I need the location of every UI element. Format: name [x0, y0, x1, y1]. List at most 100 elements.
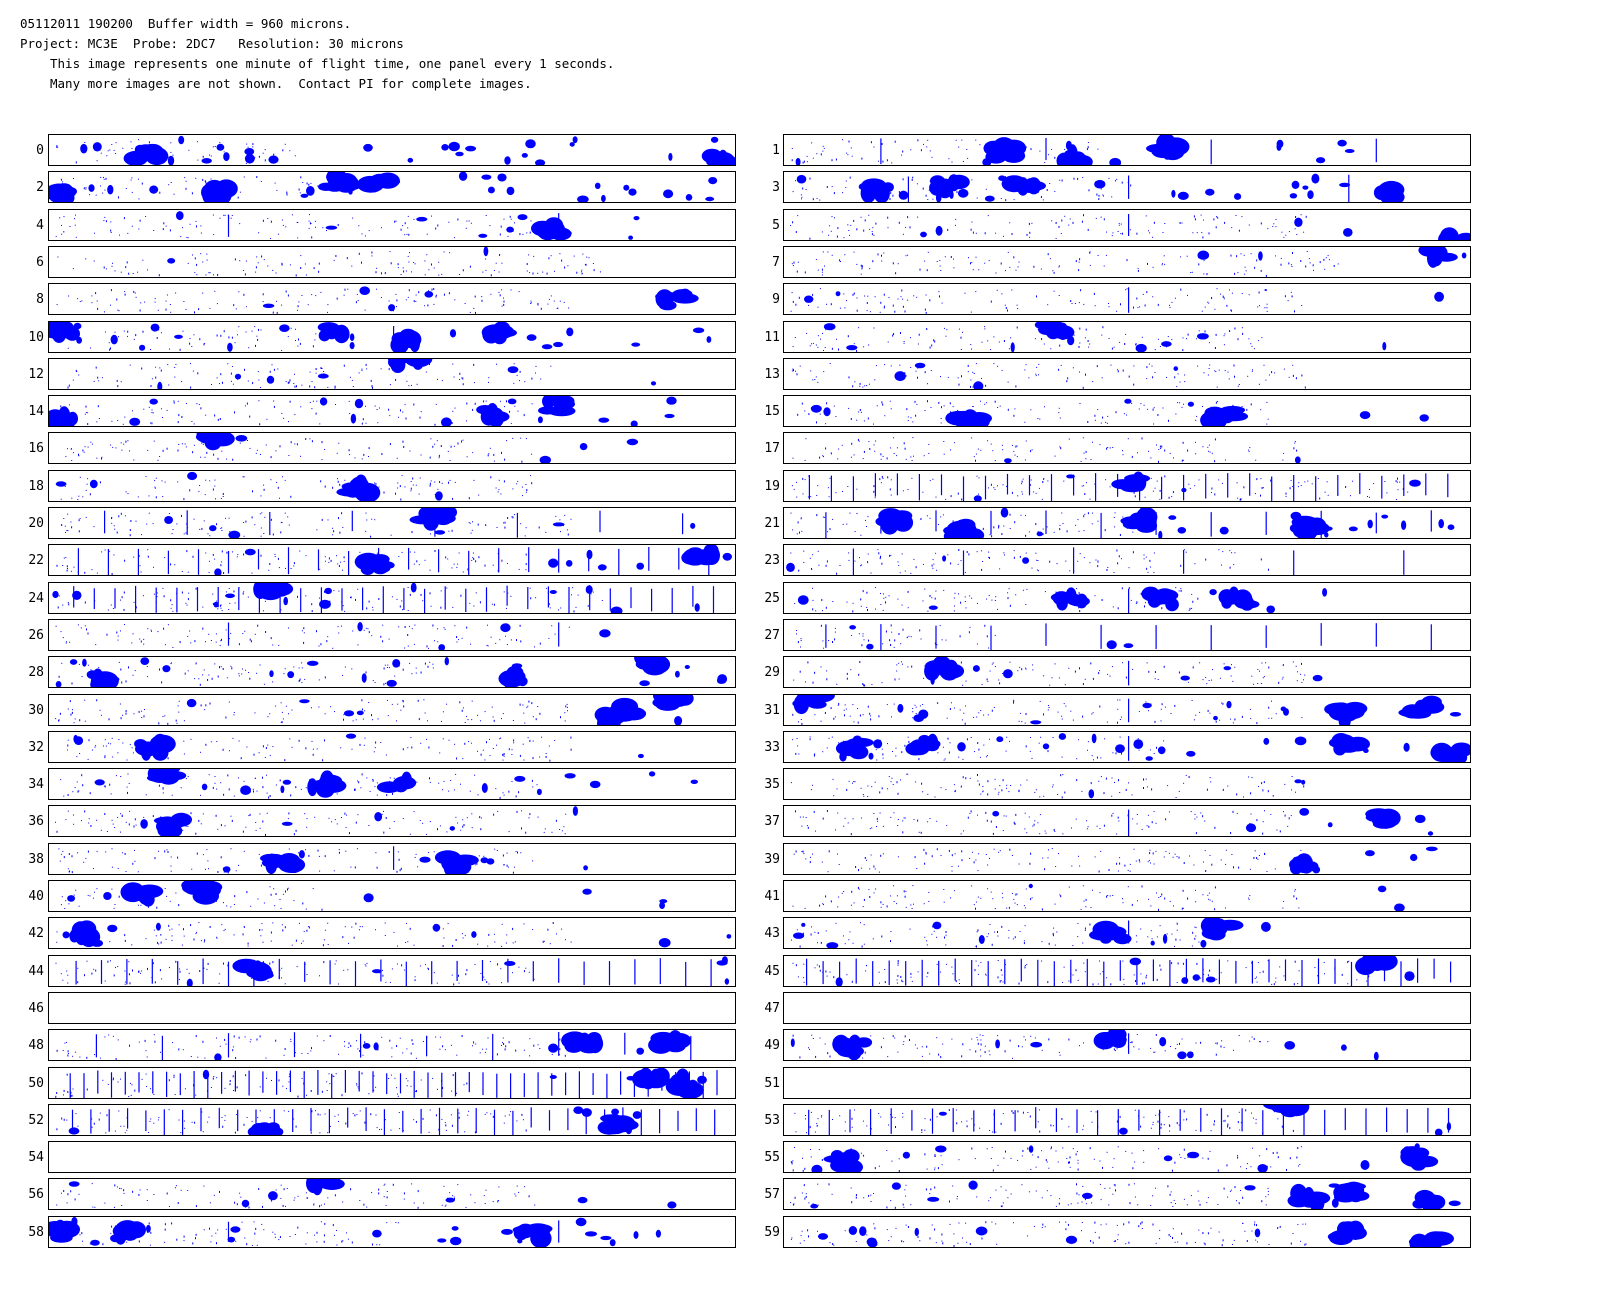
- particle-dot: [343, 556, 345, 559]
- particle-dot: [114, 331, 116, 333]
- particle-dot: [355, 301, 357, 304]
- particle-dot: [1097, 520, 1099, 522]
- particle-dot: [368, 447, 370, 450]
- panel-label: 9: [772, 292, 780, 308]
- particle-dot: [531, 403, 533, 405]
- particle-dot: [1144, 496, 1146, 498]
- particle-dot: [55, 235, 57, 237]
- particle-dot: [886, 457, 888, 460]
- particle-dot: [341, 512, 343, 515]
- particle-dot: [81, 774, 83, 777]
- particle-dot: [440, 720, 442, 722]
- particle-dot: [1021, 720, 1023, 722]
- particle-blob: [481, 174, 492, 180]
- particle-dot: [170, 563, 172, 566]
- particle-dot: [402, 747, 404, 750]
- particle-dot: [157, 309, 159, 311]
- particle-dot: [1052, 270, 1054, 272]
- particle-dot: [263, 683, 265, 685]
- particle-dot: [821, 598, 823, 601]
- particle-cluster: [1154, 587, 1176, 604]
- particle-streak: [1045, 623, 1047, 646]
- particle-dot: [1229, 329, 1231, 332]
- particle-dot: [943, 441, 945, 443]
- particle-dot: [900, 643, 902, 645]
- particle-dot: [202, 444, 204, 446]
- particle-dot: [203, 520, 205, 522]
- particle-dot: [928, 190, 930, 192]
- particle-dot: [293, 666, 295, 668]
- particle-dot: [272, 269, 274, 271]
- particle-dot: [489, 224, 491, 226]
- particle-dot: [878, 714, 880, 717]
- particle-dot: [1282, 676, 1284, 678]
- particle-dot: [863, 639, 865, 641]
- particle-dot: [365, 363, 367, 366]
- particle-dot: [61, 524, 63, 526]
- particle-dot: [862, 635, 864, 637]
- particle-dot: [924, 665, 926, 667]
- particle-dot: [96, 300, 98, 302]
- particle-dot: [936, 570, 938, 572]
- particle-dot: [326, 639, 328, 642]
- particle-dot: [564, 514, 566, 516]
- particle-dot: [468, 522, 470, 524]
- particle-dot: [100, 185, 101, 187]
- particle-dot: [1087, 749, 1088, 751]
- particle-dot: [221, 638, 222, 641]
- particle-dot: [834, 715, 836, 717]
- particle-streak: [238, 586, 240, 610]
- particle-cluster: [666, 694, 690, 707]
- particle-dot: [1258, 383, 1260, 385]
- particle-dot: [564, 719, 566, 721]
- particle-dot: [208, 774, 210, 776]
- particle-dot: [402, 441, 404, 444]
- particle-dot: [904, 570, 906, 572]
- particle-dot: [1079, 327, 1081, 330]
- particle-dot: [1096, 364, 1098, 367]
- particle-dot: [407, 645, 409, 647]
- particle-dot: [133, 338, 135, 340]
- particle-dot: [990, 483, 992, 486]
- particle-blob: [873, 739, 883, 749]
- particle-dot: [344, 666, 346, 668]
- particle-dot: [1233, 364, 1235, 367]
- particle-dot: [983, 714, 985, 716]
- particle-dot: [152, 523, 154, 524]
- particle-dot: [490, 293, 492, 295]
- particle-dot: [127, 492, 129, 494]
- particle-dot: [867, 516, 869, 518]
- particle-dot: [840, 260, 841, 262]
- particle-dot: [570, 748, 572, 751]
- particle-dot: [133, 556, 135, 558]
- particle-dot: [117, 384, 119, 387]
- particle-dot: [311, 235, 313, 238]
- particle-dot: [507, 592, 509, 594]
- particle-dot: [129, 743, 131, 745]
- particle-blob: [1447, 524, 1455, 530]
- particle-dot: [1187, 449, 1189, 452]
- particle-dot: [1271, 700, 1272, 702]
- particle-cluster: [152, 733, 169, 754]
- particle-dot: [109, 348, 111, 351]
- particle-dot: [1319, 497, 1321, 500]
- particle-dot: [319, 569, 321, 571]
- particle-blob: [458, 172, 468, 182]
- particle-dot: [890, 494, 892, 496]
- particle-dot: [365, 627, 367, 629]
- particle-dot: [795, 180, 796, 182]
- particle-dot: [1294, 227, 1296, 229]
- particle-blob: [1461, 252, 1467, 259]
- panel-label: 14: [28, 404, 44, 420]
- particle-dot: [56, 565, 58, 568]
- particle-dot: [249, 448, 251, 450]
- particle-dot: [95, 643, 97, 645]
- particle-dot: [409, 663, 411, 665]
- particle-dot: [526, 262, 528, 265]
- particle-dot: [120, 599, 121, 601]
- panel-label: 4: [36, 217, 44, 233]
- particle-dot: [1180, 587, 1182, 589]
- particle-blob: [1283, 707, 1289, 716]
- particle-dot: [1035, 552, 1037, 554]
- particle-dot: [335, 404, 336, 406]
